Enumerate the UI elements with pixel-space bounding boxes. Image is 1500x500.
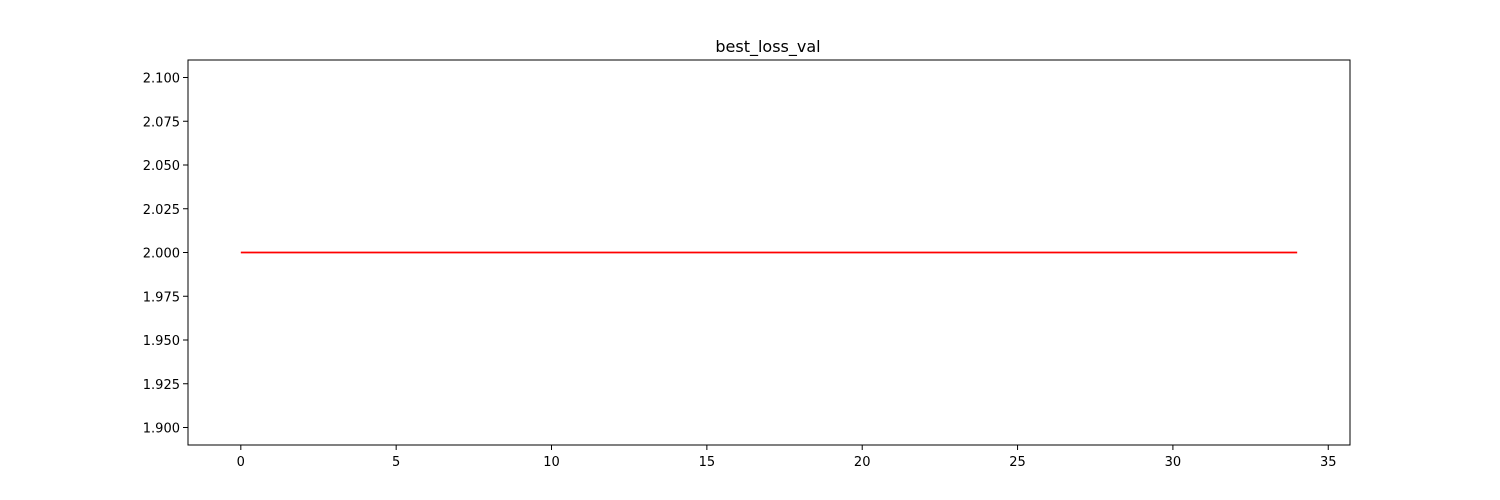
x-axis: 0 5 10 15 20 25 30 35: [237, 445, 1337, 470]
y-tick-label: 2.025: [143, 203, 180, 218]
y-tick-label: 2.075: [143, 115, 180, 130]
y-tick-label: 1.900: [143, 422, 180, 437]
y-tick-label: 1.950: [143, 334, 180, 349]
y-tick-label: 1.975: [143, 290, 180, 305]
x-tick-label: 35: [1320, 455, 1337, 470]
y-tick-label: 2.000: [143, 247, 180, 262]
x-tick-label: 25: [1009, 455, 1026, 470]
x-tick-label: 20: [854, 455, 871, 470]
x-tick-label: 15: [699, 455, 716, 470]
chart-title: best_loss_val: [715, 37, 820, 57]
x-tick-label: 0: [237, 455, 245, 470]
y-tick-label: 2.050: [143, 159, 180, 174]
y-tick-label: 1.925: [143, 378, 180, 393]
x-tick-label: 10: [543, 455, 560, 470]
y-axis: 1.900 1.925 1.950 1.975 2.000 2.025 2.050 2.075…: [143, 72, 188, 437]
x-tick-label: 5: [392, 455, 400, 470]
x-tick-label: 30: [1165, 455, 1182, 470]
y-tick-label: 2.100: [143, 72, 180, 87]
